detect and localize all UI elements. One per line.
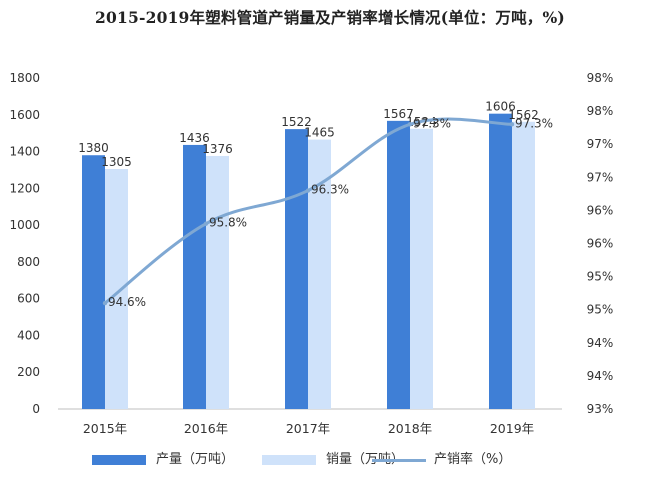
y-left-tick-label: 0 — [32, 402, 40, 416]
bar-label-sales: 1562 — [508, 108, 539, 122]
bar-production — [285, 129, 308, 410]
x-tick-label: 2018年 — [388, 421, 432, 436]
bar-sales — [308, 139, 331, 409]
line-rate-label: 97.3% — [413, 116, 451, 130]
x-tick-label: 2015年 — [83, 421, 127, 436]
y-left-tick-label: 1600 — [9, 108, 40, 122]
line-rate-label: 97.3% — [515, 116, 553, 130]
bar-sales — [410, 128, 433, 409]
bar-sales — [206, 155, 229, 409]
bar-label-sales: 1465 — [304, 126, 335, 140]
y-right-tick-label: 98% — [587, 71, 614, 85]
legend-label-rate: 产销率（%） — [434, 452, 512, 467]
chart-title: 2015-2019年塑料管道产销量及产销率增长情况(单位：万吨，%) — [95, 8, 565, 27]
bar-label-sales: 1305 — [101, 155, 132, 169]
x-tick-label: 2017年 — [286, 421, 330, 436]
y-left-tick-label: 1400 — [9, 145, 40, 159]
bar-label-sales: 1376 — [202, 142, 233, 156]
line-rate-point — [203, 221, 209, 226]
y-right-tick-label: 95% — [587, 303, 614, 317]
y-right-tick-label: 94% — [587, 369, 614, 383]
y-right-tick-label: 97% — [587, 170, 614, 184]
bar-label-production: 1436 — [179, 131, 210, 145]
y-left-tick-label: 1800 — [9, 71, 40, 85]
bar-production — [82, 155, 105, 409]
y-right-tick-label: 93% — [587, 402, 614, 416]
bar-label-production: 1522 — [281, 115, 312, 129]
line-rate-point — [509, 122, 515, 127]
y-left-tick-label: 800 — [17, 255, 40, 269]
bar-label-production: 1380 — [78, 141, 109, 155]
bar-label-production: 1606 — [485, 100, 516, 114]
y-left-tick-label: 400 — [17, 328, 40, 342]
legend-label-production: 产量（万吨） — [156, 452, 235, 467]
y-right-tick-label: 98% — [587, 104, 614, 118]
line-rate-point — [305, 188, 311, 193]
y-left-tick-label: 200 — [17, 365, 40, 379]
y-left-axis: 0 200 400 600 800 1000 1200 1400 1600 1800 — [9, 71, 40, 416]
legend-label-sales: 销量（万吨） — [326, 452, 405, 467]
y-right-tick-label: 94% — [587, 336, 614, 350]
y-right-tick-label: 96% — [587, 203, 614, 217]
line-rate-label: 96.3% — [311, 183, 349, 197]
bar-production — [387, 120, 410, 410]
legend: 产量（万吨） 销量（万吨） 产销率（%） — [0, 449, 660, 471]
line-rate-label: 95.8% — [209, 216, 247, 230]
bar-production — [183, 144, 206, 410]
legend-swatch-rate — [372, 459, 426, 462]
y-right-tick-label: 96% — [587, 237, 614, 251]
bar-sales — [105, 169, 128, 409]
y-left-tick-label: 1000 — [9, 218, 40, 232]
y-left-tick-label: 600 — [17, 292, 40, 306]
line-rate-label: 94.6% — [108, 295, 146, 309]
bar-series-group — [82, 113, 535, 410]
x-tick-label: 2016年 — [184, 421, 228, 436]
y-right-axis: 93% 94% 94% 95% 95% 96% 96% 97% 97% 98% 98% — [587, 71, 614, 416]
y-right-tick-label: 97% — [587, 137, 614, 151]
x-axis: 2015年 2016年 2017年 2018年 2019年 — [83, 421, 534, 436]
bar-production — [489, 113, 512, 410]
bar-label-production: 1567 — [383, 107, 414, 121]
line-rate-point — [102, 300, 108, 306]
x-tick-label: 2019年 — [490, 421, 534, 436]
y-right-tick-label: 95% — [587, 270, 614, 284]
bar-sales — [512, 121, 535, 409]
legend-swatch-sales — [262, 455, 316, 465]
line-series-group: 94.6% 95.8% 96.3% 97.3% 97.3% — [102, 116, 553, 309]
line-rate-point — [407, 122, 413, 127]
y-left-tick-label: 1200 — [9, 181, 40, 195]
legend-swatch-production — [92, 455, 146, 465]
